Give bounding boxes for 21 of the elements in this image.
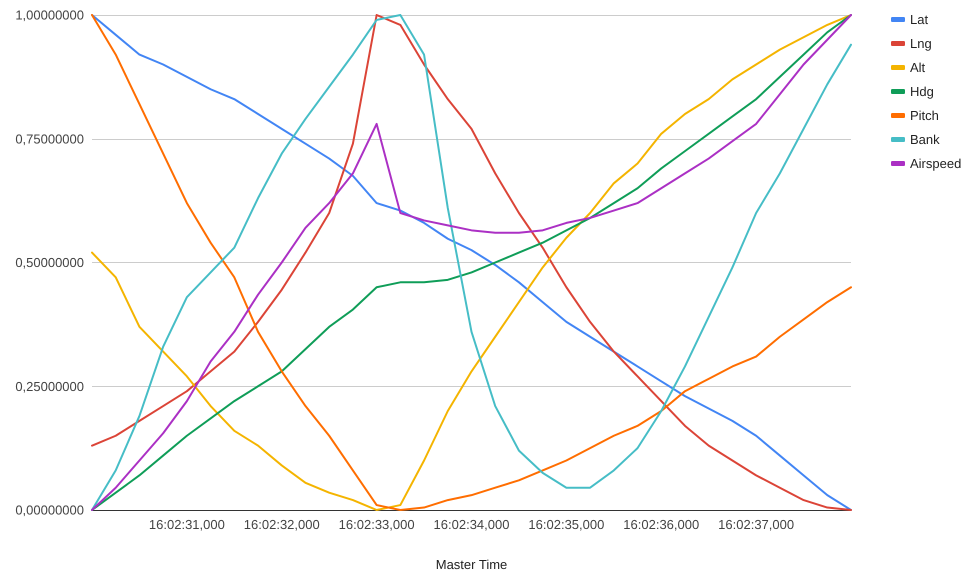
legend-label: Lng	[910, 36, 932, 51]
x-axis-title: Master Time	[436, 557, 508, 572]
legend-label: Pitch	[910, 108, 939, 123]
legend-label: Airspeed	[910, 156, 962, 171]
legend-label: Bank	[910, 132, 940, 147]
legend-label: Alt	[910, 60, 926, 75]
x-tick-label: 16:02:33,000	[338, 517, 415, 532]
y-tick-label: 0,25000000	[15, 378, 84, 394]
x-tick-label: 16:02:34,000	[434, 517, 510, 532]
x-tick-label: 16:02:35,000	[528, 517, 604, 532]
y-tick-label: 0,75000000	[15, 131, 84, 146]
x-tick-label: 16:02:36,000	[623, 517, 700, 532]
line-series	[91, 14, 852, 511]
x-tick-label: 16:02:32,000	[244, 517, 320, 532]
legend-label: Hdg	[910, 84, 934, 99]
x-tick-label: 16:02:37,000	[718, 517, 794, 532]
y-tick-label: 0,00000000	[15, 502, 84, 518]
x-tick-label: 16:02:31,000	[148, 517, 225, 532]
legend-label: Lat	[910, 12, 928, 27]
y-tick-label: 0,50000000	[15, 255, 84, 270]
y-tick-label: 1,00000000	[15, 8, 84, 22]
